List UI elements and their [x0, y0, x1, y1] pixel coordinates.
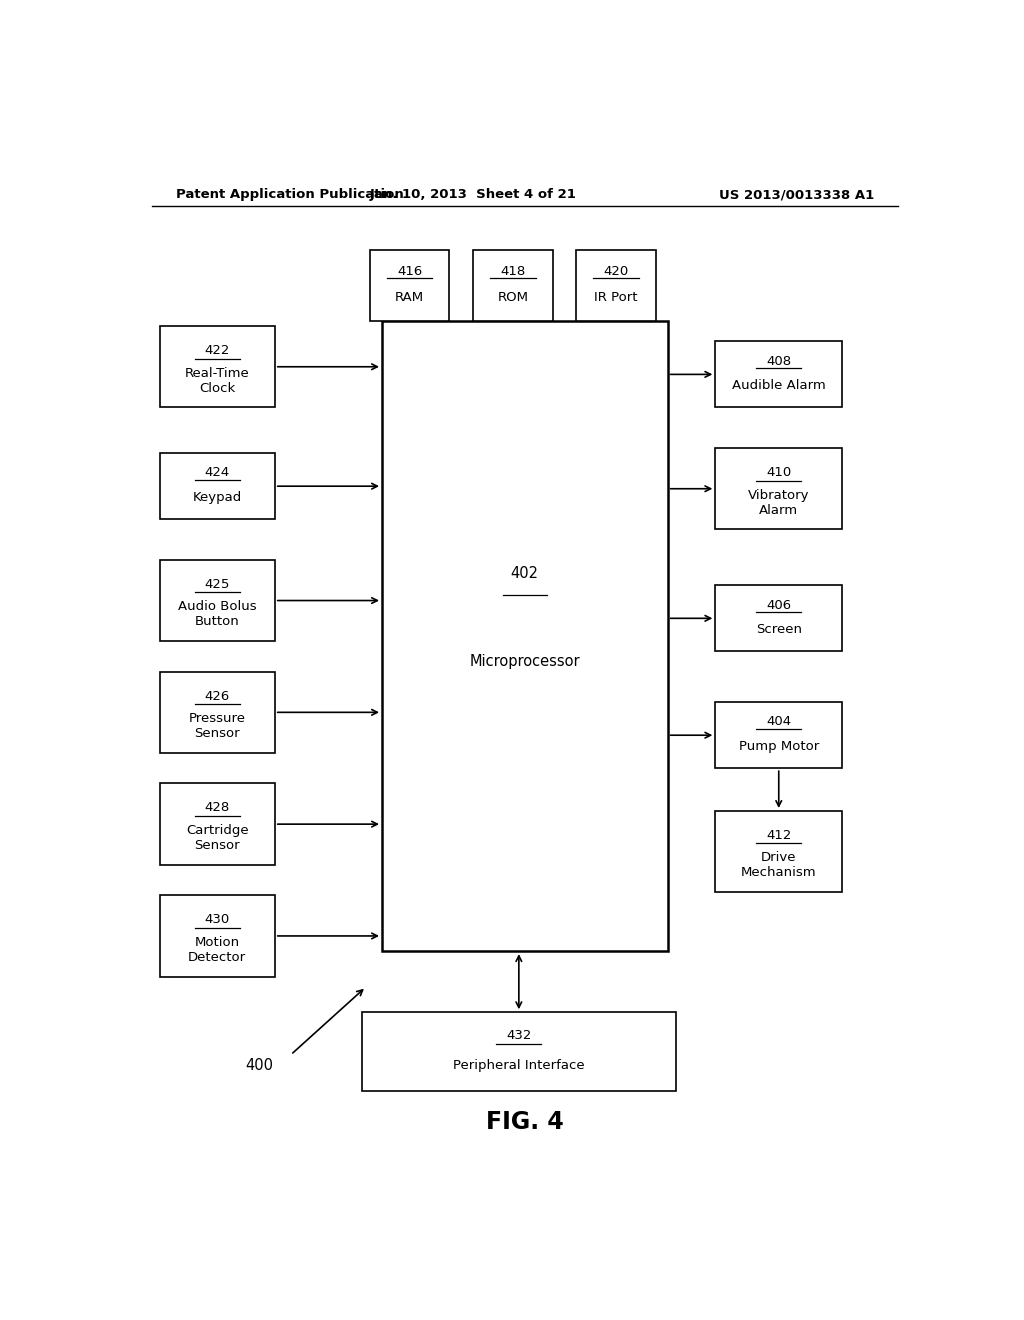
- Text: Screen: Screen: [756, 623, 802, 636]
- Text: 432: 432: [506, 1030, 531, 1043]
- Text: Pressure
Sensor: Pressure Sensor: [188, 713, 246, 741]
- Text: Drive
Mechanism: Drive Mechanism: [741, 851, 816, 879]
- Text: Cartridge
Sensor: Cartridge Sensor: [186, 824, 249, 851]
- Text: FIG. 4: FIG. 4: [486, 1110, 563, 1134]
- Text: IR Port: IR Port: [594, 290, 638, 304]
- Text: 428: 428: [205, 801, 230, 814]
- Text: 418: 418: [501, 265, 525, 277]
- FancyBboxPatch shape: [160, 326, 274, 408]
- FancyBboxPatch shape: [160, 672, 274, 752]
- Text: ROM: ROM: [498, 290, 528, 304]
- FancyBboxPatch shape: [362, 1012, 676, 1092]
- FancyBboxPatch shape: [715, 585, 842, 651]
- Text: 404: 404: [766, 715, 792, 729]
- Text: Audible Alarm: Audible Alarm: [732, 379, 825, 392]
- FancyBboxPatch shape: [577, 249, 655, 321]
- FancyBboxPatch shape: [715, 702, 842, 768]
- FancyBboxPatch shape: [382, 321, 668, 952]
- Text: 408: 408: [766, 355, 792, 368]
- FancyBboxPatch shape: [715, 342, 842, 408]
- Text: Motion
Detector: Motion Detector: [188, 936, 247, 964]
- Text: Peripheral Interface: Peripheral Interface: [453, 1059, 585, 1072]
- Text: 425: 425: [205, 578, 230, 591]
- FancyBboxPatch shape: [715, 447, 842, 529]
- FancyBboxPatch shape: [160, 895, 274, 977]
- Text: 430: 430: [205, 913, 230, 927]
- Text: Keypad: Keypad: [193, 491, 242, 504]
- FancyBboxPatch shape: [160, 784, 274, 865]
- Text: Pump Motor: Pump Motor: [738, 741, 819, 752]
- Text: 426: 426: [205, 689, 230, 702]
- Text: Jan. 10, 2013  Sheet 4 of 21: Jan. 10, 2013 Sheet 4 of 21: [370, 189, 577, 202]
- FancyBboxPatch shape: [473, 249, 553, 321]
- FancyBboxPatch shape: [370, 249, 450, 321]
- Text: 400: 400: [245, 1057, 273, 1073]
- Text: 424: 424: [205, 466, 230, 479]
- Text: 402: 402: [511, 565, 539, 581]
- Text: Vibratory
Alarm: Vibratory Alarm: [748, 488, 810, 516]
- Text: Audio Bolus
Button: Audio Bolus Button: [178, 601, 257, 628]
- Text: Microprocessor: Microprocessor: [469, 653, 581, 669]
- FancyBboxPatch shape: [715, 810, 842, 892]
- Text: Real-Time
Clock: Real-Time Clock: [185, 367, 250, 395]
- Text: 406: 406: [766, 598, 792, 611]
- Text: Patent Application Publication: Patent Application Publication: [176, 189, 403, 202]
- Text: 422: 422: [205, 345, 230, 356]
- Text: RAM: RAM: [395, 290, 424, 304]
- Text: 416: 416: [397, 265, 422, 277]
- Text: 412: 412: [766, 829, 792, 842]
- Text: US 2013/0013338 A1: US 2013/0013338 A1: [719, 189, 873, 202]
- Text: 420: 420: [603, 265, 629, 277]
- FancyBboxPatch shape: [160, 560, 274, 642]
- FancyBboxPatch shape: [160, 453, 274, 519]
- Text: 410: 410: [766, 466, 792, 479]
